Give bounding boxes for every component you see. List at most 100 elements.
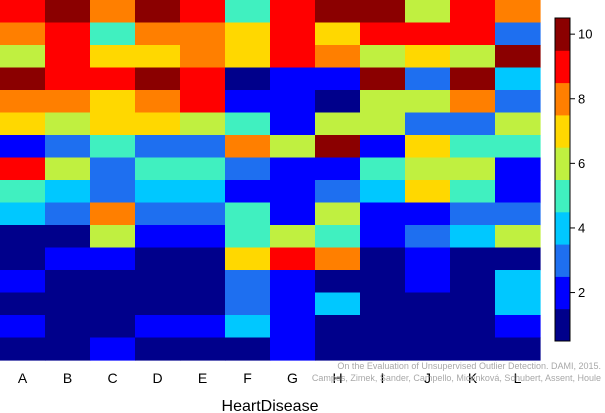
colorbar-swatch [555,276,570,310]
heatmap-cell [180,0,226,24]
heatmap-cell [360,90,406,114]
heatmap-cell [225,202,271,226]
heatmap-cell [360,112,406,136]
heatmap-cell [225,157,271,181]
heatmap-cell [90,247,136,271]
heatmap-cell [90,67,136,91]
heatmap-cell [495,180,541,204]
heatmap-cell [495,247,541,271]
heatmap-cell [450,157,496,181]
heatmap-cell [360,202,406,226]
heatmap-cell [360,0,406,24]
heatmap-cell [45,247,91,271]
heatmap-cell [90,112,136,136]
heatmap-cell [90,45,136,69]
watermark-line-2: Campos, Zimek, Sander, Campello, Micenko… [312,373,601,383]
colorbar-swatch [555,82,570,116]
heatmap-cell [0,157,46,181]
heatmap-cell [405,292,451,316]
heatmap-cell [360,67,406,91]
heatmap-cell [45,337,91,361]
heatmap-cell [450,22,496,46]
heatmap-cell [405,157,451,181]
heatmap-cell [180,67,226,91]
heatmap-cell [225,90,271,114]
heatmap-cell [180,157,226,181]
heatmap-cell [180,22,226,46]
heatmap-cell [270,157,316,181]
heatmap-cell [45,315,91,339]
heatmap-cell [225,247,271,271]
heatmap-cell [90,90,136,114]
heatmap-cell [135,337,181,361]
heatmap-cell [315,315,361,339]
heatmap-cell [225,270,271,294]
heatmap-cell [180,292,226,316]
x-tick-label: G [287,370,298,386]
heatmap-cell [315,225,361,249]
heatmap-cell [135,202,181,226]
heatmap-cell [405,90,451,114]
heatmap-cell [405,22,451,46]
heatmap-cell [405,67,451,91]
heatmap-cell [90,157,136,181]
colorbar-tick-label: 2 [578,285,585,300]
heatmap-cell [45,135,91,159]
heatmap-cell [0,45,46,69]
heatmap-cell [45,22,91,46]
x-tick-label: B [63,370,72,386]
heatmap-cell [225,112,271,136]
heatmap-cell [495,292,541,316]
heatmap-cells [0,0,541,361]
heatmap-cell [90,202,136,226]
heatmap-cell [225,315,271,339]
x-axis-title: HeartDisease [222,398,319,413]
heatmap-cell [45,180,91,204]
heatmap-cell [495,67,541,91]
heatmap-cell [0,22,46,46]
heatmap-cell [495,135,541,159]
heatmap-cell [135,22,181,46]
heatmap-cell [270,112,316,136]
heatmap-cell [360,225,406,249]
heatmap-cell [315,112,361,136]
heatmap-cell [405,180,451,204]
heatmap-cell [360,270,406,294]
heatmap-cell [0,270,46,294]
heatmap-cell [450,292,496,316]
heatmap-cell [90,0,136,24]
colorbar-swatch [555,244,570,277]
x-tick-label: K [468,370,478,386]
colorbar-frame [554,17,571,342]
heatmap-cell [270,180,316,204]
heatmap-cell [0,0,46,24]
x-tick-label: E [198,370,207,386]
heatmap-cell [180,202,226,226]
heatmap-cell [0,202,46,226]
heatmap-cell [180,225,226,249]
heatmap-cell [360,135,406,159]
x-tick-label: L [514,370,522,386]
heatmap-cell [0,247,46,271]
heatmap-cell [405,225,451,249]
heatmap-cell [45,0,91,24]
heatmap-cell [405,315,451,339]
colorbar-swatch [555,179,570,213]
heatmap-cell [180,135,226,159]
colorbar-swatch [555,50,570,84]
heatmap-cell [225,67,271,91]
x-tick-label: C [107,370,117,386]
colorbar-tick-label: 4 [578,220,585,235]
colorbar-swatch [555,308,570,342]
heatmap-cell [405,270,451,294]
heatmap-cell [405,45,451,69]
heatmap-cell [270,337,316,361]
heatmap-cell [0,315,46,339]
heatmap-cell [0,67,46,91]
heatmap-cell [135,270,181,294]
heatmap-cell [405,0,451,24]
heatmap-cell [135,292,181,316]
heatmap-cell [495,90,541,114]
heatmap-cell [225,292,271,316]
x-tick-label: A [18,370,28,386]
